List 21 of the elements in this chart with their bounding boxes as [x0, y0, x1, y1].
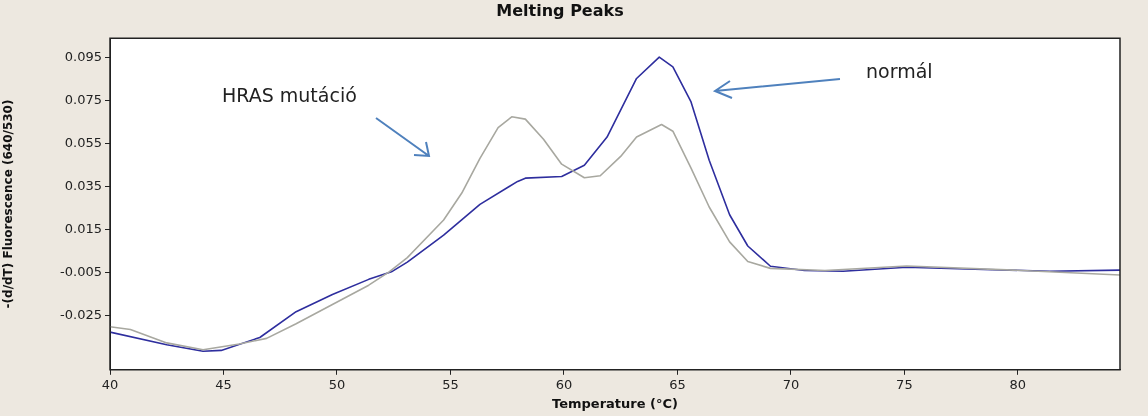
y-axis-title: -(d/dT) Fluorescence (640/530) [1, 99, 16, 309]
x-tick-label: 80 [1009, 376, 1027, 392]
annotation: HRAS mutáció [222, 84, 357, 106]
x-tick-label: 65 [669, 376, 686, 392]
y-tick-label: -0.005 [60, 264, 102, 280]
chart-title: Melting Peaks [496, 0, 624, 20]
x-tick-label: 75 [896, 376, 913, 392]
x-tick-label: 45 [215, 376, 232, 392]
x-tick-label: 70 [782, 376, 800, 392]
y-tick-label: -0.025 [60, 307, 102, 323]
x-tick-label: 60 [555, 376, 573, 392]
y-tick-label: 0.095 [64, 48, 102, 64]
x-tick-label: 55 [442, 376, 459, 392]
y-tick-label: 0.055 [64, 135, 102, 151]
annotation: normál [866, 60, 933, 82]
x-tick-label: 40 [101, 376, 119, 392]
y-tick-label: 0.035 [64, 178, 102, 194]
x-axis-title: Temperature (°C) [552, 395, 678, 411]
y-tick-label: 0.015 [64, 221, 102, 237]
y-tick-label: 0.075 [64, 92, 102, 108]
x-tick-label: 50 [328, 376, 346, 392]
